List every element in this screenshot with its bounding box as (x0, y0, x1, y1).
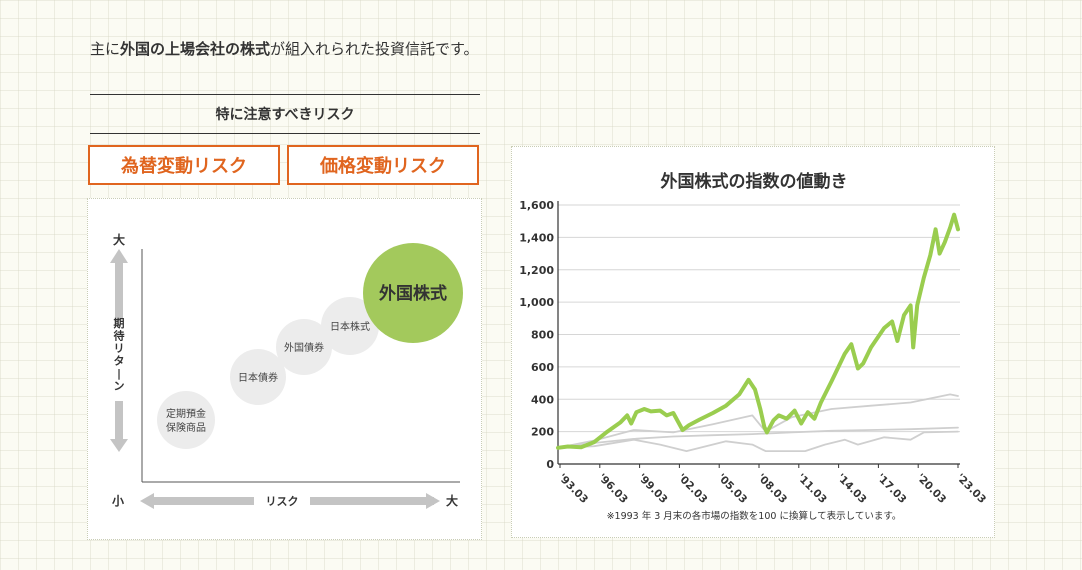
y-tick-label: 0 (546, 458, 554, 471)
risk-badge-currency: 為替変動リスク (88, 145, 280, 185)
arrow-left-icon (140, 493, 154, 509)
arrow-right-icon (426, 493, 440, 509)
series-line-foreign-stock (556, 212, 960, 450)
x-tick-label: '93.03 (556, 472, 590, 506)
bubble-foreign-stock (363, 243, 463, 343)
bubble-jp-bond-label: 日本債券 (238, 371, 278, 384)
x-tick-label: '17.03 (874, 472, 908, 506)
y-tick-label: 200 (531, 426, 554, 439)
index-line-chart: 外国株式の指数の値動き 0 200 400 600 800 1,000 1,200 1,400… (519, 171, 988, 522)
y-tick-label: 1,600 (519, 199, 554, 212)
x-axis-label: リスク (266, 495, 299, 508)
x-tick-label: '11.03 (795, 472, 829, 506)
series-line-reference-2 (557, 430, 959, 453)
x-tick-label: '14.03 (834, 472, 868, 506)
bubble-jp-stock (321, 297, 379, 355)
x-axis-left-label: 小 (112, 493, 124, 508)
risk-return-diagram: 大 期待リタ|ン 小 リスク 大 定期預金 保険商品 日本債券 外国債券 日本株… (110, 232, 463, 509)
bubble-deposit (157, 391, 215, 449)
y-tick-label: 800 (531, 329, 554, 342)
bubble-deposit-label-2: 保険商品 (166, 421, 206, 434)
risk-return-panel: 大 期待リタ|ン 小 リスク 大 定期預金 保険商品 日本債券 外国債券 日本株… (87, 198, 482, 540)
y-axis-top-label: 大 (113, 232, 125, 247)
x-tick-label: '96.03 (596, 472, 630, 506)
chart-title: 外国株式の指数の値動き (661, 171, 848, 192)
y-tick-label: 1,200 (519, 264, 554, 277)
risk-heading: 特に注意すべきリスク (90, 94, 480, 134)
x-tick-label: '02.03 (675, 472, 709, 506)
y-tick-label: 400 (531, 393, 554, 406)
arrow-down-icon (110, 439, 128, 452)
x-tick-label: '20.03 (914, 472, 948, 506)
series-line-reference-1 (557, 426, 959, 449)
intro-text: 主に外国の上場会社の株式が組入れられた投資信託です。 (90, 40, 479, 58)
arrow-up-icon (110, 249, 128, 263)
x-axis-right-label: 大 (446, 493, 458, 508)
x-tick-label: '08.03 (755, 472, 789, 506)
bubble-foreign-bond (276, 319, 332, 375)
x-tick-label: '99.03 (635, 472, 669, 506)
y-axis-label: 期待リタ|ン (113, 316, 125, 393)
bubble-foreign-bond-label: 外国債券 (284, 341, 324, 354)
chart-note: ※1993 年 3 月末の各市場の指数を100 に換算して表示しています。 (607, 510, 902, 522)
bubble-jp-stock-label: 日本株式 (330, 320, 370, 333)
y-tick-label: 600 (531, 361, 554, 374)
risk-badge-price: 価格変動リスク (287, 145, 479, 185)
bubble-deposit-label-1: 定期預金 (166, 407, 206, 420)
index-chart-panel: 外国株式の指数の値動き 0 200 400 600 800 1,000 1,200 1,400… (511, 146, 995, 538)
y-tick-label: 1,000 (519, 296, 554, 309)
bubble-jp-bond (230, 349, 286, 405)
x-tick-label: '23.03 (954, 472, 988, 506)
y-tick-label: 1,400 (519, 231, 554, 244)
bubble-foreign-stock-label: 外国株式 (379, 283, 447, 304)
x-tick-label: '05.03 (715, 472, 749, 506)
